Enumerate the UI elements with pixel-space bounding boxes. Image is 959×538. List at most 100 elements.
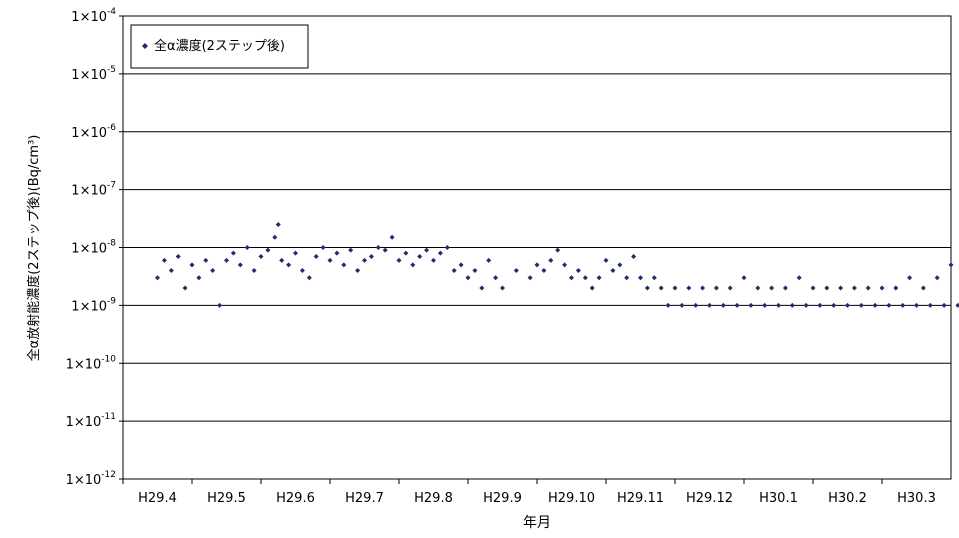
data-point (624, 275, 630, 281)
y-tick-base: 1×10 (71, 184, 107, 199)
data-point (548, 257, 554, 263)
data-point (424, 247, 430, 253)
data-point (403, 250, 409, 256)
data-point (451, 268, 457, 274)
data-point (493, 275, 499, 281)
data-point (672, 285, 678, 291)
x-tick-label: H29.5 (207, 491, 246, 506)
y-tick-exponent: -7 (107, 181, 116, 191)
y-tick-label: 1×10-11 (66, 412, 116, 430)
data-point (555, 247, 561, 253)
data-point (513, 268, 519, 274)
data-point (851, 285, 857, 291)
data-point (817, 302, 823, 308)
data-point (368, 253, 374, 259)
data-point (161, 257, 167, 263)
data-point (203, 257, 209, 263)
y-tick-label: 1×10-6 (71, 123, 116, 141)
y-tick-label: 1×10-9 (71, 296, 116, 314)
data-point (845, 302, 850, 308)
x-tick-label: H29.10 (548, 491, 595, 506)
data-point (941, 302, 947, 308)
data-point (196, 275, 202, 281)
data-point (389, 234, 395, 240)
data-point (789, 302, 795, 308)
x-tick-label: H30.2 (828, 491, 867, 506)
y-tick-label: 1×10-5 (71, 65, 116, 83)
x-tick-label: H29.9 (483, 491, 522, 506)
data-point (341, 262, 347, 268)
x-axis-ticks: H29.4 H29.5 H29.6 H29.7 H29.8 H29.9 H29.10 H29.… (122, 479, 936, 506)
data-point (893, 285, 899, 291)
y-tick-label: 1×10-4 (71, 7, 116, 25)
data-point (610, 268, 616, 274)
data-points (155, 221, 959, 308)
data-point (741, 275, 747, 281)
data-point (569, 275, 574, 281)
data-point (582, 275, 588, 281)
data-point (700, 285, 706, 291)
data-point (375, 245, 381, 250)
data-point (658, 285, 664, 291)
data-point (279, 257, 285, 263)
data-point (686, 285, 692, 291)
data-point (306, 275, 312, 281)
legend-label: 全α濃度(2ステップ後) (154, 38, 285, 54)
data-point (299, 268, 305, 274)
data-point (168, 268, 174, 274)
data-point (831, 302, 837, 308)
y-tick-base: 1×10 (71, 299, 107, 314)
data-point (720, 302, 726, 308)
data-point (334, 250, 340, 256)
data-point (417, 253, 423, 259)
data-point (596, 275, 602, 281)
data-point (803, 302, 809, 308)
y-tick-exponent: -5 (107, 65, 116, 75)
data-point (838, 285, 844, 291)
data-point (244, 245, 250, 250)
x-tick-label: H29.6 (276, 491, 315, 506)
x-tick-label: H29.8 (414, 491, 453, 506)
data-point (313, 253, 319, 259)
y-tick-base: 1×10 (71, 242, 107, 257)
y-tick-base: 1×10 (71, 126, 107, 141)
data-point (858, 302, 864, 308)
data-point (175, 253, 181, 259)
data-point (437, 250, 443, 256)
data-point (782, 285, 788, 291)
data-point (348, 247, 354, 253)
data-point (631, 253, 637, 259)
data-point (948, 262, 954, 268)
data-point (210, 268, 216, 274)
data-point (638, 275, 643, 281)
data-point (486, 257, 492, 263)
data-point (603, 257, 609, 263)
data-point (479, 285, 485, 291)
y-tick-base: 1×10 (66, 415, 102, 430)
data-point (355, 268, 361, 274)
data-point (472, 268, 478, 274)
y-tick-exponent: -6 (107, 123, 116, 133)
data-point (182, 285, 188, 291)
data-point (286, 262, 292, 268)
data-point (872, 302, 878, 308)
data-point (431, 257, 436, 263)
data-point (900, 302, 906, 308)
data-point (155, 275, 160, 281)
x-tick-label: H30.1 (759, 491, 798, 506)
data-point (955, 302, 959, 308)
data-point (879, 285, 885, 291)
data-point (824, 285, 830, 291)
data-point (562, 262, 568, 268)
data-point (251, 268, 257, 274)
data-point (665, 302, 671, 308)
data-point (865, 285, 871, 291)
data-point (810, 285, 816, 291)
y-tick-exponent: -8 (107, 239, 116, 249)
data-point (748, 302, 754, 308)
y-tick-base: 1×10 (71, 68, 107, 83)
data-point (465, 275, 471, 281)
data-point (396, 257, 402, 263)
data-point (382, 247, 388, 253)
